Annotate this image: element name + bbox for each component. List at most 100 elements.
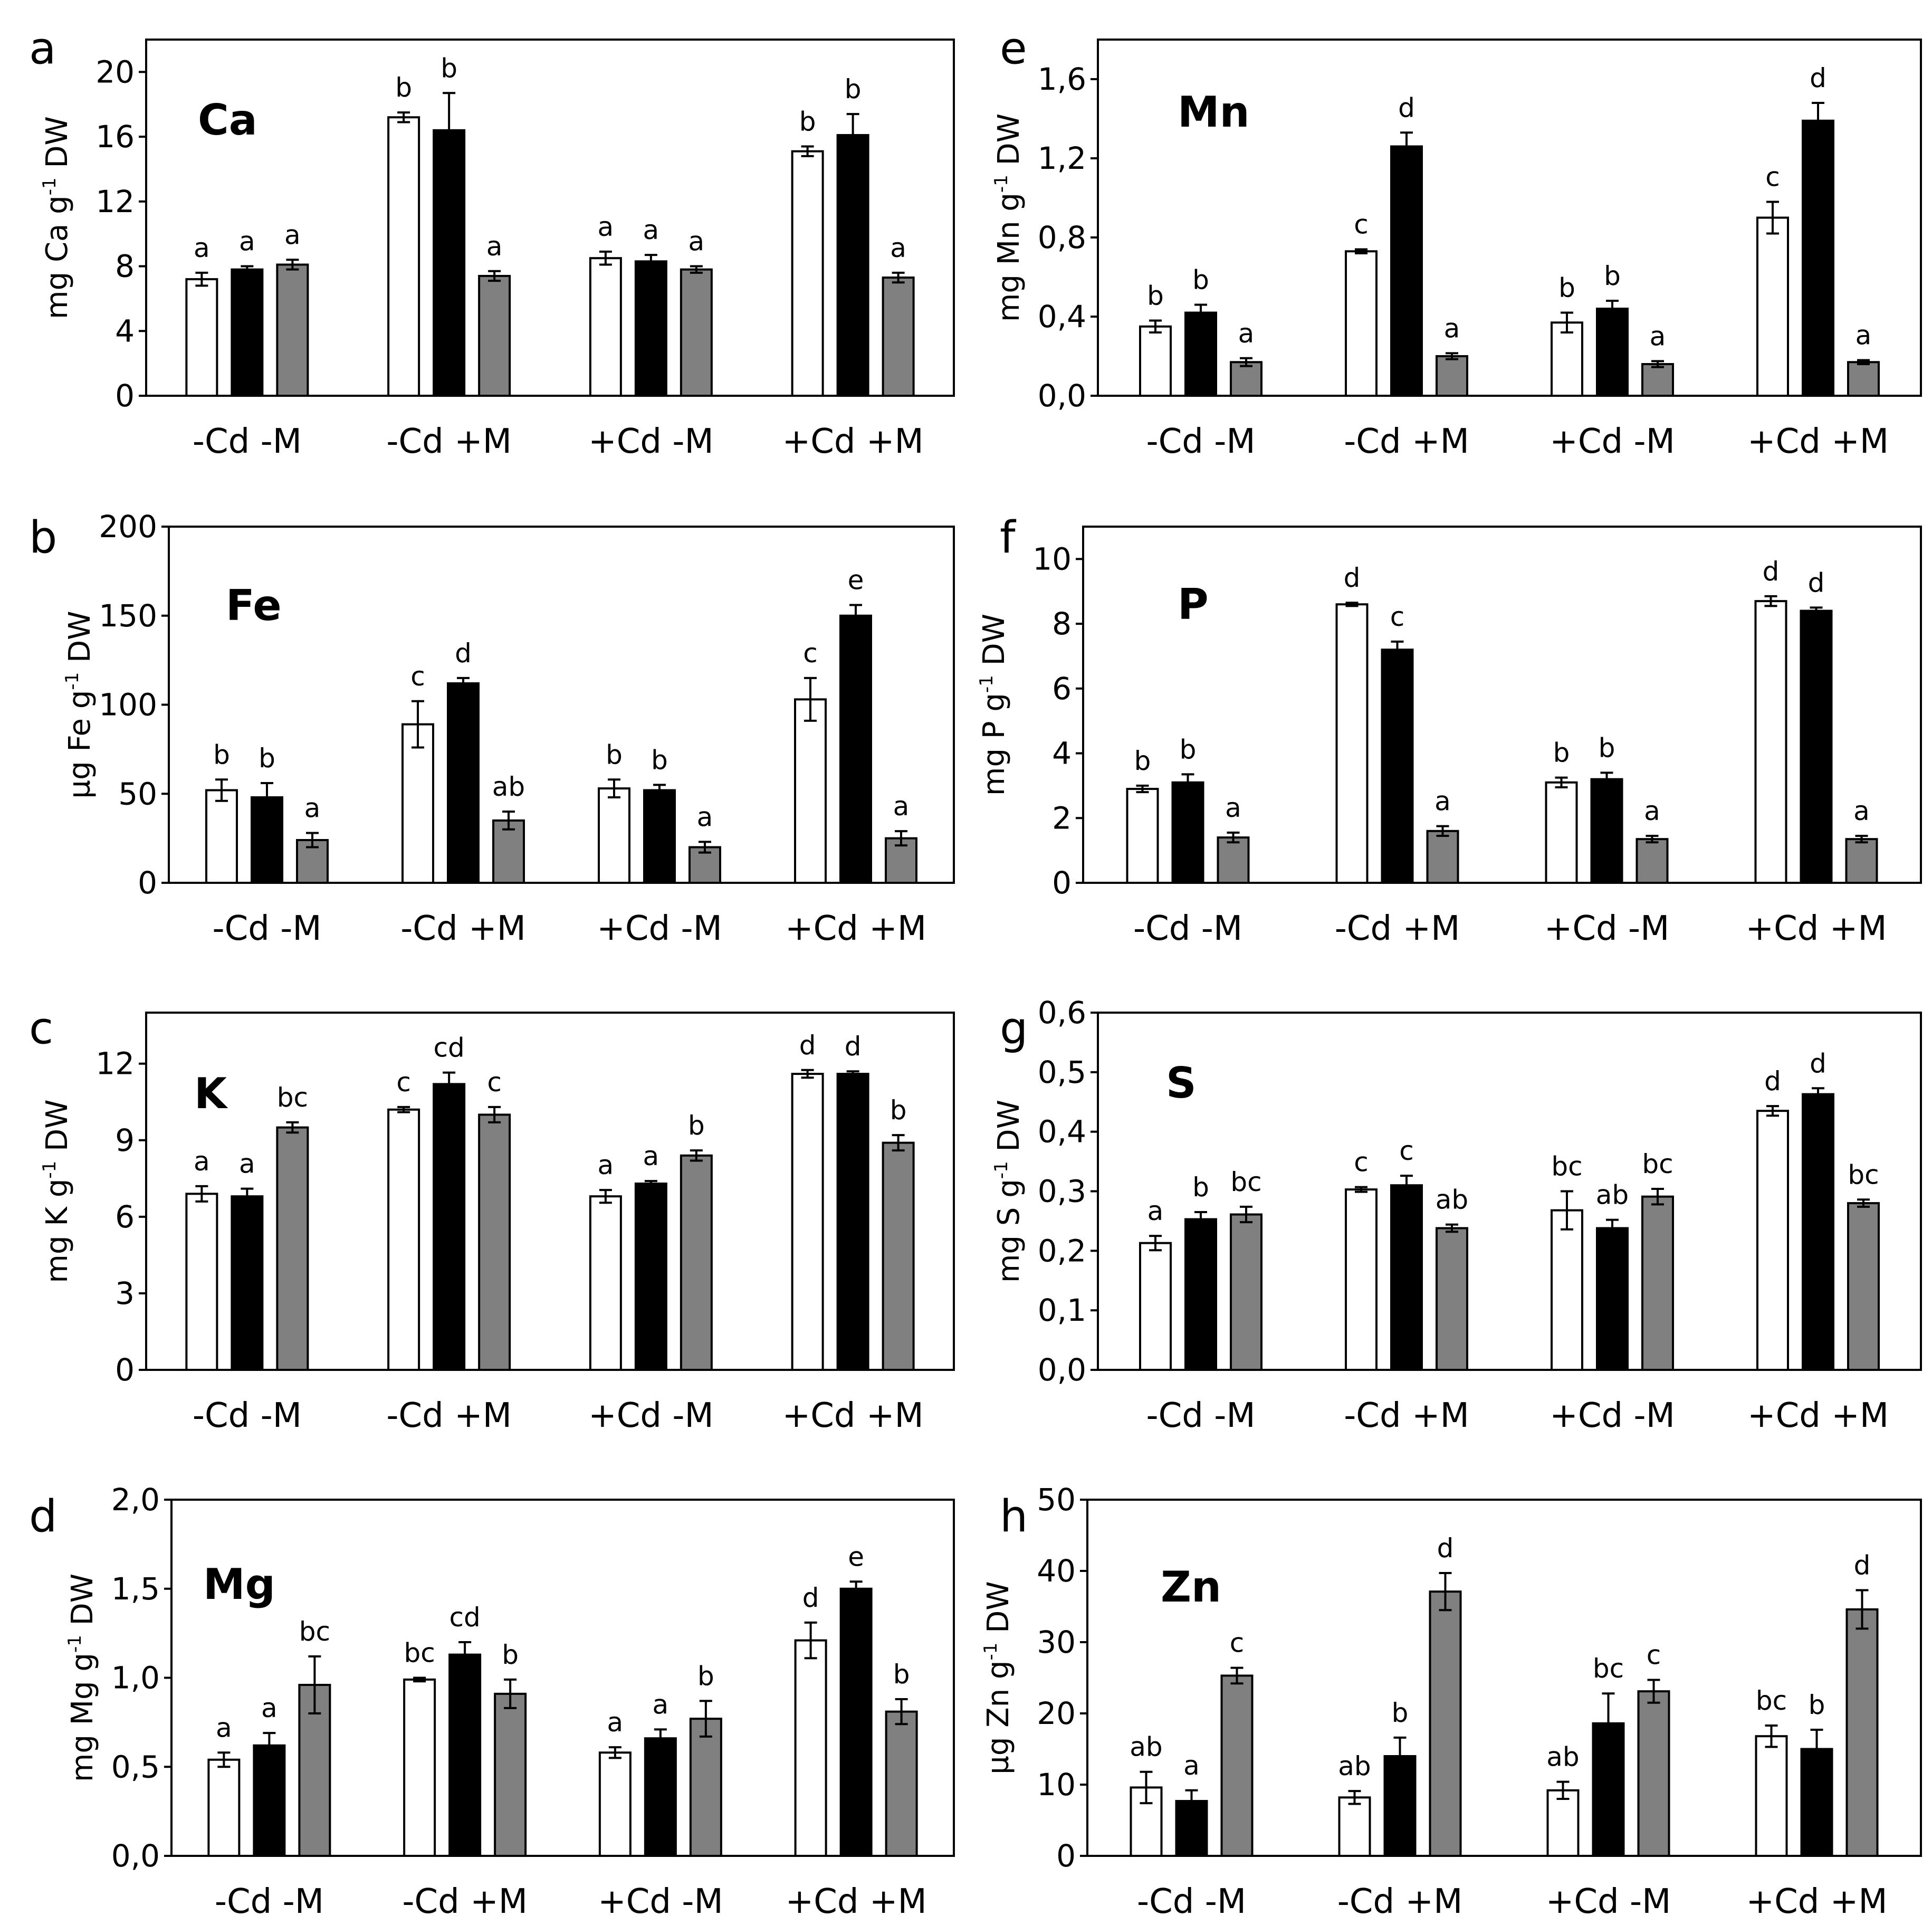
significance-label: b (651, 745, 668, 775)
plot-frame (1082, 526, 1922, 884)
significance-label: d (1810, 63, 1826, 93)
bar-grey (1436, 1227, 1468, 1371)
y-axis-label-unit: mg Mn g (992, 193, 1026, 322)
significance-label: a (653, 1689, 669, 1720)
significance-label: d (1808, 567, 1825, 598)
significance-label: a (598, 212, 614, 242)
bar-white (1754, 600, 1787, 884)
y-tick-label: 0,5 (111, 1749, 160, 1785)
y-axis-label-suffix: DW (40, 1099, 74, 1160)
y-axis-label-unit: µg Zn g (981, 1661, 1016, 1775)
significance-label: c (1647, 1640, 1661, 1671)
y-axis-label-suffix: DW (981, 1581, 1016, 1642)
panel-letter: g (1000, 1002, 1028, 1054)
significance-label: a (1183, 1750, 1200, 1781)
y-axis-label-superscript: -1 (39, 1161, 60, 1179)
significance-label: a (1238, 318, 1255, 349)
bar-grey (1847, 361, 1880, 397)
significance-label: d (1764, 1066, 1781, 1097)
significance-label: cd (434, 1033, 465, 1063)
significance-label: d (455, 638, 472, 669)
significance-label: b (1392, 1698, 1409, 1728)
bar-black (1590, 778, 1623, 884)
y-tick-label: 6 (1052, 671, 1072, 707)
y-tick-label: 20 (1037, 1695, 1076, 1731)
bar-white (1551, 321, 1583, 397)
significance-label: b (1809, 1690, 1825, 1720)
bar-white (1139, 325, 1172, 397)
y-tick-label: 0,2 (1038, 1233, 1086, 1269)
bar-grey (1845, 1608, 1879, 1857)
plot-frame (1097, 39, 1922, 397)
x-category-label: +Cd +M (1747, 1396, 1889, 1435)
bar-grey (1637, 1690, 1670, 1857)
y-tick-label: 12 (95, 184, 135, 220)
y-tick-label: 0,0 (1038, 378, 1086, 414)
bar-white (589, 257, 622, 397)
significance-label: d (1398, 92, 1415, 123)
element-title: Fe (226, 581, 282, 630)
bar-white (387, 116, 420, 397)
significance-label: ab (1130, 1732, 1162, 1762)
significance-label: a (607, 1707, 624, 1738)
bar-grey (276, 263, 309, 397)
y-axis-label-unit: mg P g (977, 693, 1011, 796)
bar-white (185, 1193, 218, 1371)
bar-grey (1641, 363, 1674, 397)
significance-label: a (643, 215, 659, 245)
bar-white (1545, 781, 1578, 884)
y-tick-label: 0,6 (1038, 995, 1086, 1031)
y-axis-label-superscript: -1 (976, 675, 997, 693)
bar-grey (689, 1718, 722, 1857)
significance-label: c (1230, 1628, 1245, 1659)
significance-label: b (697, 1661, 714, 1691)
y-tick-label: 6 (115, 1199, 135, 1235)
y-axis-label-superscript: -1 (62, 672, 83, 690)
bar-white (791, 150, 824, 397)
panel-letter: b (29, 511, 57, 563)
bar-black (839, 1587, 873, 1857)
x-category-label: -Cd +M (1335, 909, 1460, 948)
bar-grey (494, 1692, 527, 1857)
y-tick-label: 0,5 (1038, 1054, 1086, 1090)
y-axis-label: µg Zn g-1 DW (980, 1581, 1016, 1774)
significance-label: e (848, 565, 864, 596)
significance-label: a (643, 1141, 659, 1171)
significance-label: d (1810, 1048, 1826, 1079)
significance-label: a (1853, 796, 1870, 826)
bar-grey (1845, 838, 1878, 884)
x-category-label: -Cd +M (402, 1882, 528, 1921)
plot-frame (145, 39, 955, 397)
bar-black (1184, 311, 1217, 397)
bar-grey (680, 1154, 713, 1371)
significance-label: c (1354, 1147, 1369, 1178)
bar-white (1551, 1209, 1583, 1371)
bar-white (1756, 216, 1789, 397)
bar-white (1338, 1796, 1371, 1857)
significance-label: a (1147, 1196, 1164, 1226)
y-axis-label: mg S g-1 DW (991, 1100, 1026, 1283)
significance-label: d (799, 1030, 816, 1061)
bar-grey (1426, 830, 1459, 884)
y-axis-label: mg P g-1 DW (976, 614, 1011, 796)
y-tick-label: 0,8 (1038, 220, 1086, 255)
bar-white (1126, 788, 1159, 884)
significance-label: ab (1436, 1185, 1468, 1215)
significance-label: b (1604, 261, 1621, 291)
bar-black (1390, 145, 1423, 397)
y-tick-label: 40 (1037, 1553, 1076, 1589)
y-tick-label: 30 (1037, 1624, 1076, 1660)
y-tick-label: 50 (1037, 1482, 1076, 1518)
y-tick-label: 0 (1056, 1838, 1076, 1874)
y-tick-label: 16 (95, 119, 135, 155)
y-tick-label: 1,0 (111, 1660, 160, 1696)
plot-frame (168, 526, 955, 884)
bar-grey (885, 1710, 918, 1857)
bar-black (836, 1073, 869, 1371)
y-tick-label: 0,3 (1038, 1174, 1086, 1209)
significance-label: a (261, 1693, 278, 1723)
